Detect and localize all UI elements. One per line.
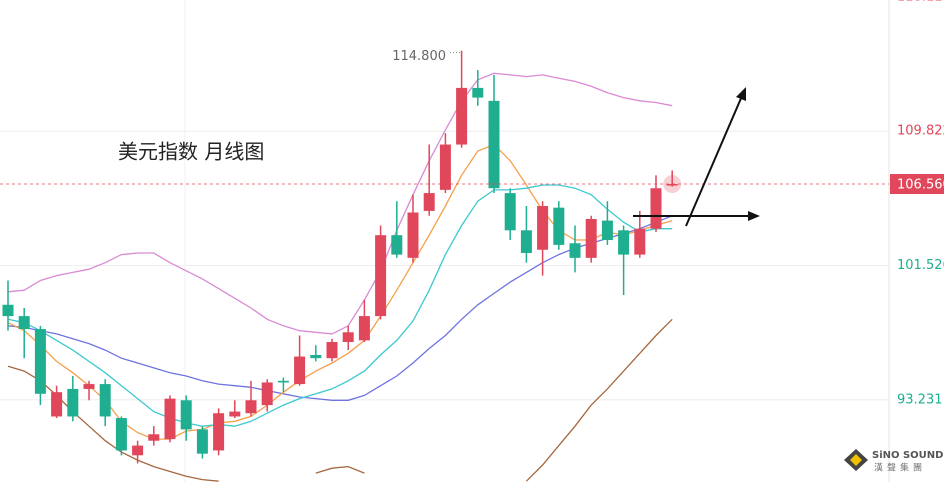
indicator-line [7, 184, 673, 427]
high-label: 114.800 [392, 49, 446, 64]
candle-body [391, 235, 403, 255]
y-tick-label: 93.231 [897, 392, 943, 407]
candle-body [51, 392, 63, 417]
watermark-sub: 漢聲集團 [874, 462, 926, 474]
indicator-lines [7, 72, 673, 482]
candle-body [67, 388, 79, 417]
candle-body [472, 87, 484, 98]
candle-body [310, 354, 322, 359]
last-glow [663, 175, 682, 194]
overlay: 114.800 106.560 [0, 49, 944, 195]
y-tick-label: 101.526 [897, 258, 944, 273]
candle-body [83, 384, 95, 389]
candle-body [585, 218, 597, 258]
last-price-label: 106.560 [897, 178, 944, 193]
candle-body [115, 418, 127, 451]
watermark-logo [850, 454, 862, 466]
candle-body [650, 188, 662, 229]
candle-body [634, 228, 646, 255]
candle-body [569, 243, 581, 258]
candle-body [326, 341, 338, 359]
chart-title: 美元指数 月线图 [118, 140, 264, 164]
indicator-line [7, 72, 673, 335]
candle-body [277, 380, 289, 383]
candle-body [180, 400, 192, 430]
candle-body [148, 434, 160, 441]
candle-body [488, 100, 500, 189]
candle-body [213, 413, 225, 451]
candle-body [407, 212, 419, 258]
candle-body [439, 144, 451, 190]
candle-body [99, 384, 111, 417]
candle-body [294, 356, 306, 385]
candle-body [375, 235, 387, 317]
candle-body [537, 206, 549, 250]
candle-body [342, 332, 354, 342]
candles [2, 50, 678, 464]
candle-body [34, 329, 46, 394]
candle-body [358, 316, 370, 341]
arrow-head [736, 87, 746, 101]
candle-body [245, 400, 257, 414]
candle-body [196, 429, 208, 454]
candle-body [553, 207, 565, 245]
y-tick-label: 118.115 [897, 0, 944, 5]
arrow-head [748, 211, 760, 221]
candle-body [261, 382, 273, 406]
watermark: SiNO SOUND 漢聲集團 [844, 449, 943, 474]
candle-body [601, 220, 613, 241]
indicator-line [7, 215, 673, 401]
watermark-brand: SiNO SOUND [872, 450, 943, 461]
candle-body [618, 230, 630, 255]
candle-body [423, 193, 435, 211]
candle-body [132, 445, 144, 456]
y-tick-label: 109.822 [897, 124, 944, 139]
candle-body [456, 87, 468, 145]
candle-body [666, 184, 678, 186]
candle-body [18, 316, 30, 330]
candle-body [504, 193, 516, 231]
candle-body [2, 304, 14, 317]
candle-body [520, 230, 532, 253]
candle-body [164, 398, 176, 440]
arrow-up [685, 95, 743, 227]
last-price-box [890, 174, 944, 195]
candle-body [229, 411, 241, 417]
